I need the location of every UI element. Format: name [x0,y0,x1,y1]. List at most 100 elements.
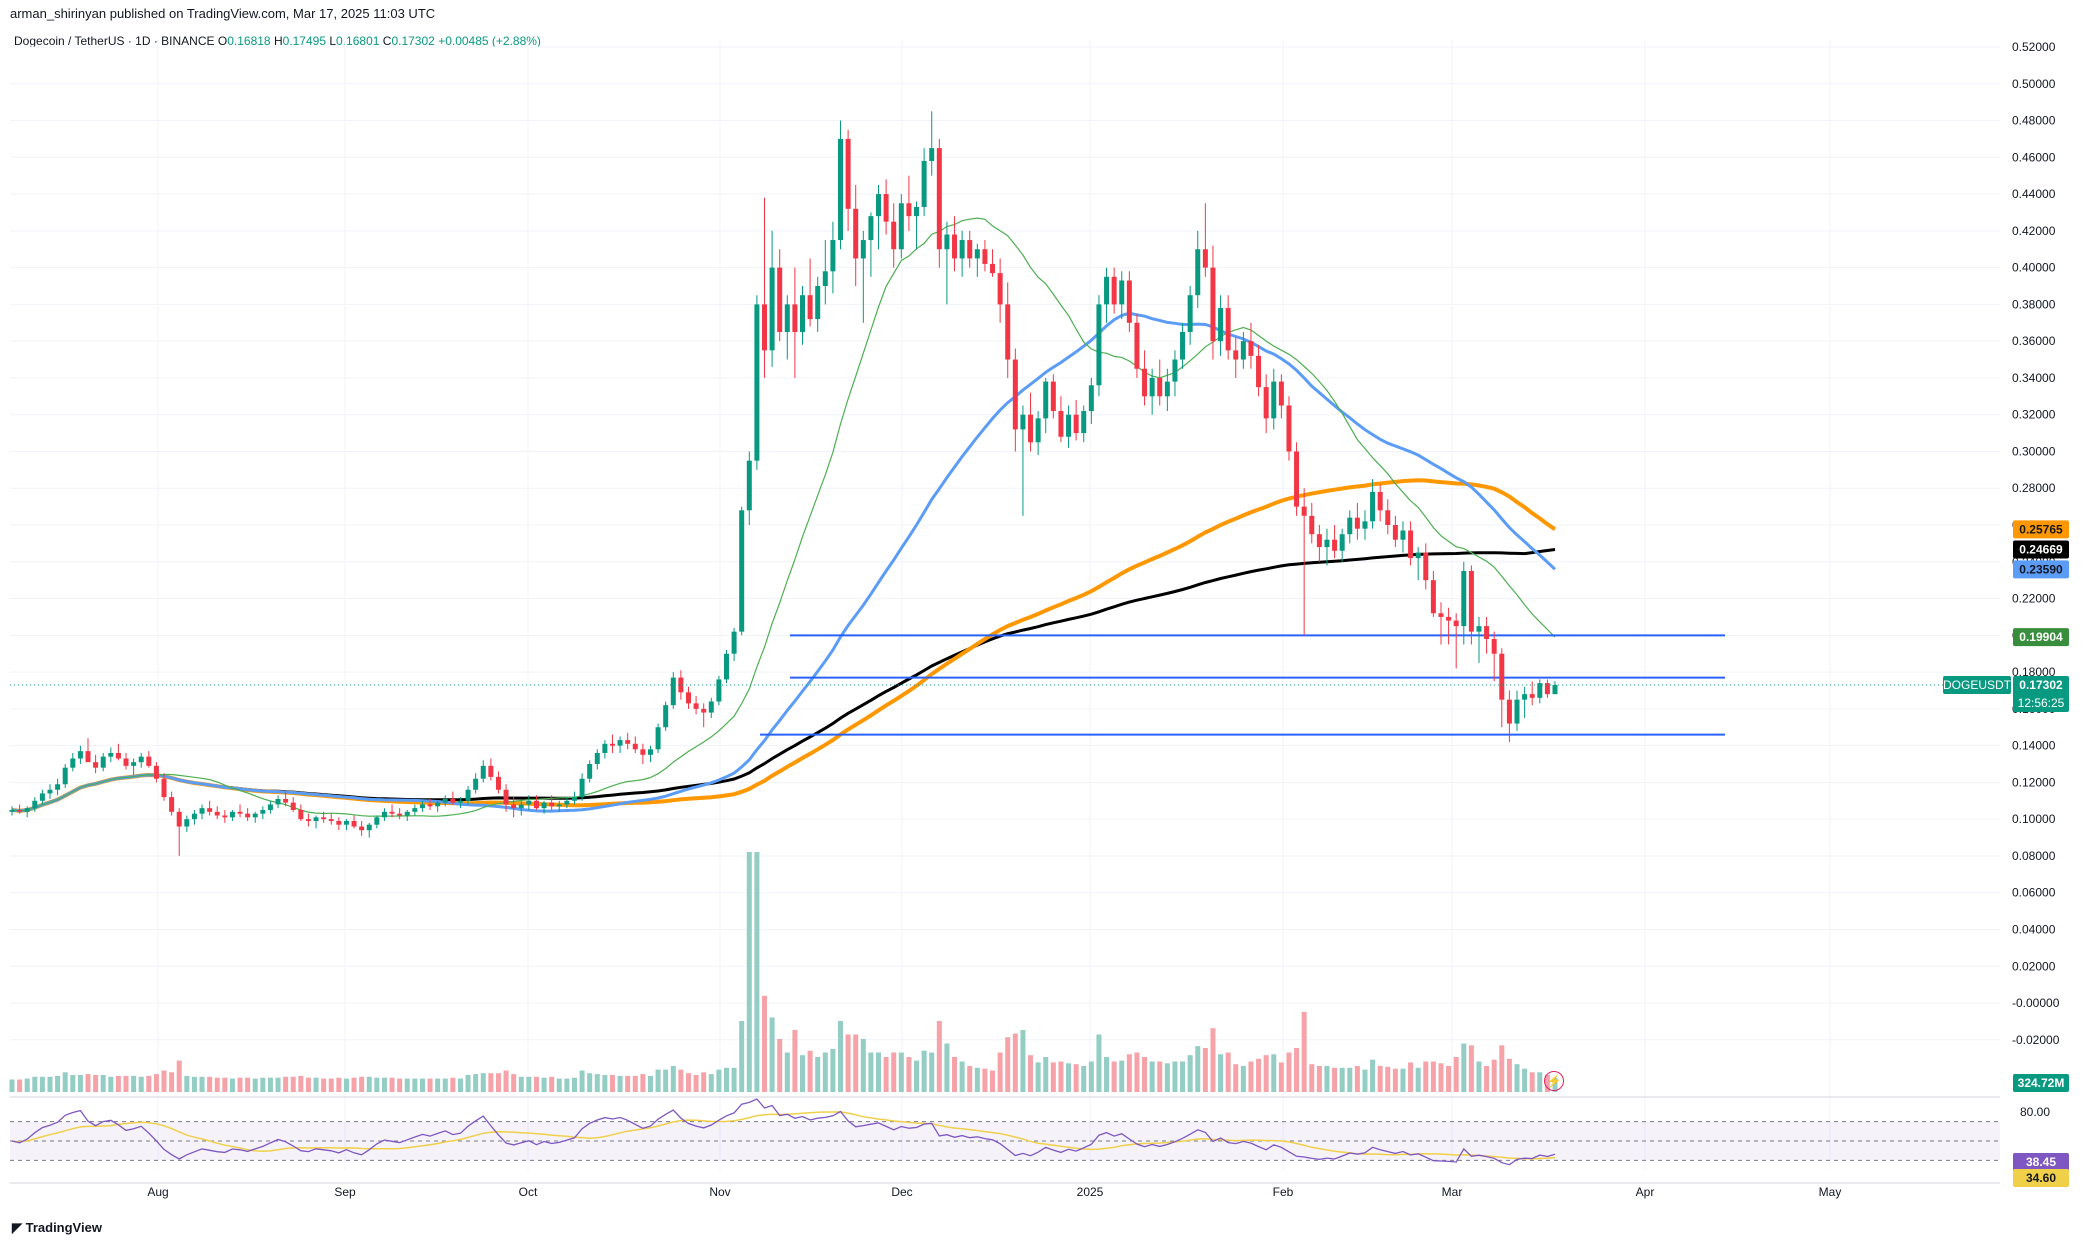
volume-bar [359,1076,365,1092]
candle-body [283,798,289,803]
volume-bar [1347,1067,1353,1092]
candle-body [929,148,935,161]
volume-bar [617,1075,623,1092]
candle-body [1028,414,1034,443]
candle-body [549,802,555,807]
volume-bar [1149,1061,1155,1092]
candle-body [252,813,258,818]
volume-bar [1294,1048,1300,1092]
volume-bar [1005,1037,1011,1092]
lightning-icon[interactable]: ⚡ [1544,1071,1564,1091]
candle-body [1370,491,1376,522]
candle-body [1142,368,1148,397]
candle-body [47,789,53,794]
candle-body [1309,515,1315,535]
candle-body [207,808,213,812]
candle-body [70,758,76,768]
candle-body [1347,517,1353,535]
symbol-title[interactable]: Dogecoin / TetherUS · 1D · BINANCE [14,34,215,48]
candle-body [374,817,380,825]
volume-bar [39,1076,45,1092]
candle-body [146,756,152,766]
volume-bar [1225,1052,1231,1092]
volume-bar [1218,1054,1224,1092]
volume-bar [366,1076,372,1092]
volume-bar [777,1039,783,1092]
volume-bar [70,1075,76,1092]
volume-bar [1263,1055,1269,1092]
volume-bar [1096,1034,1102,1092]
candle-body [982,249,988,264]
volume-bar [936,1021,942,1092]
volume-bar [587,1073,593,1092]
candle-body [1210,267,1216,342]
volume-bar [229,1078,235,1092]
volume-bar [1476,1061,1482,1092]
candle-body [1446,616,1452,621]
candle-body [1233,350,1239,360]
candle-body [640,749,646,755]
candle-body [754,304,760,461]
y-tick-label: 0.44000 [2012,187,2056,201]
volume-bar [784,1052,790,1092]
y-tick-label: -0.00000 [2012,996,2060,1010]
volume-bar [1088,1061,1094,1092]
candle-body [1529,694,1535,698]
candle-body [1035,418,1041,443]
volume-bar [853,1034,859,1092]
candle-body [1271,381,1277,419]
candle-body [921,160,927,207]
volume-bar [1392,1068,1398,1092]
candle-body [594,752,600,765]
volume-bar [594,1074,600,1092]
candle-body [1286,405,1292,452]
candle-body [1088,385,1094,412]
candle-body [1278,381,1284,406]
candle-body [457,800,463,803]
candle-body [914,206,920,217]
volume-bar [290,1076,296,1092]
volume-bar [1012,1033,1018,1092]
volume-bar [1309,1064,1315,1092]
volume-bar [267,1077,273,1092]
volume-bar [427,1078,433,1092]
volume-bar [1438,1063,1444,1092]
last-price-box [2013,675,2069,712]
y-tick-label: -0.02000 [2012,1033,2060,1047]
volume-bar [739,1021,745,1092]
volume-bar [860,1039,866,1092]
y-tick-label: 0.08000 [2012,849,2056,863]
volume-bar [1164,1063,1170,1092]
volume-bar [1537,1072,1543,1092]
candle-body [526,800,532,805]
rsi-level-label: 80.00 [2020,1105,2050,1119]
candle-body [533,800,539,809]
candle-body [1058,411,1064,437]
ma-black-price-label-box [2013,540,2069,559]
volume-bar [792,1030,798,1092]
candle-body [1430,580,1436,614]
volume-bar [663,1069,669,1092]
candle-body [1202,249,1208,268]
volume-bar [982,1068,988,1092]
volume-bar [1522,1068,1528,1092]
candle-body [1332,539,1338,551]
volume-bar [389,1077,395,1092]
volume-bar [632,1075,638,1092]
candle-body [245,813,251,818]
volume-bar [55,1075,61,1092]
volume-bar [876,1052,882,1092]
volume-bar [1210,1028,1216,1092]
ma-black-price-label: 0.24669 [2019,542,2063,556]
candle-body [685,692,691,704]
candle-body [784,304,790,332]
tradingview-logo[interactable]: ◤ TradingView [12,1220,102,1236]
candle-body [838,138,844,241]
candle-body [1050,381,1056,412]
volume-bar [222,1077,228,1092]
volume-bar [1066,1063,1072,1092]
volume-bar [283,1076,289,1092]
candle-body [830,240,836,272]
